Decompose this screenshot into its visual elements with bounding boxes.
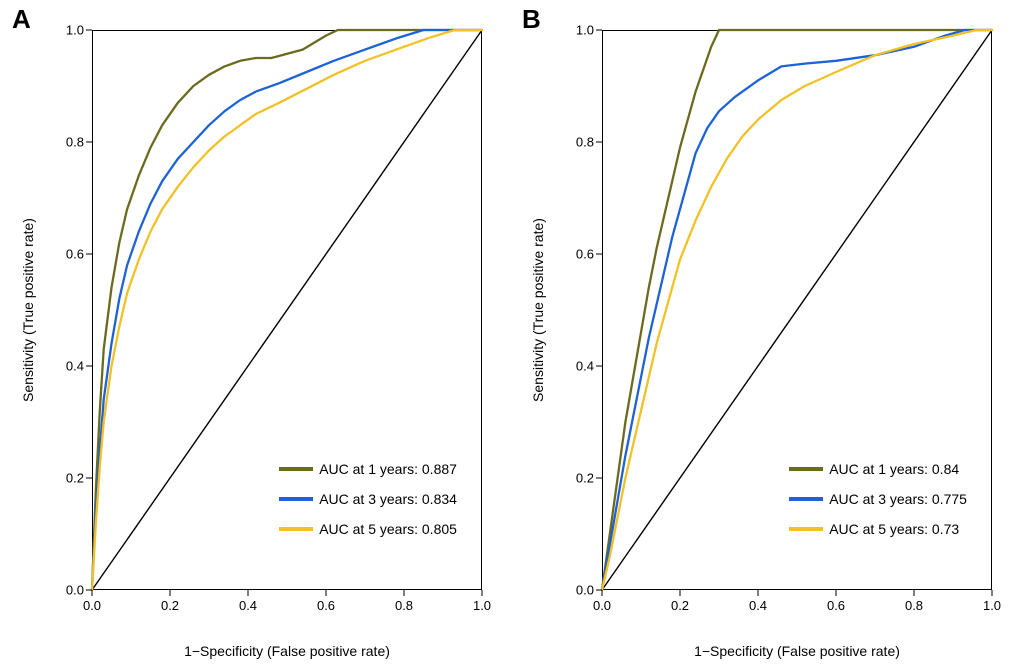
panel-a: A Sensitivity (True positive rate) AUC a… <box>0 0 510 669</box>
x-tick-label: 0.2 <box>671 598 689 613</box>
x-tick-label: 0.0 <box>83 598 101 613</box>
legend-item: AUC at 5 years: 0.73 <box>789 521 967 537</box>
y-tick-label: 1.0 <box>52 23 84 38</box>
y-tick-label: 0.0 <box>562 583 594 598</box>
legend-item: AUC at 1 years: 0.84 <box>789 461 967 477</box>
x-axis-label-a: 1−Specificity (False positive rate) <box>92 643 482 659</box>
x-tick-label: 0.6 <box>827 598 845 613</box>
y-tick-label: 0.6 <box>562 247 594 262</box>
y-tick-label: 1.0 <box>562 23 594 38</box>
x-tick-label: 0.2 <box>161 598 179 613</box>
legend-item: AUC at 3 years: 0.834 <box>279 491 457 507</box>
legend-swatch <box>789 467 823 471</box>
x-tick-label: 0.8 <box>905 598 923 613</box>
y-tick-label: 0.2 <box>52 471 84 486</box>
legend-item: AUC at 1 years: 0.887 <box>279 461 457 477</box>
y-tick-label: 0.4 <box>562 359 594 374</box>
x-axis-label-b: 1−Specificity (False positive rate) <box>602 643 992 659</box>
y-tick-label: 0.8 <box>562 135 594 150</box>
legend-swatch <box>279 527 313 531</box>
y-axis-label-a: Sensitivity (True positive rate) <box>18 30 38 590</box>
legend-swatch <box>279 467 313 471</box>
y-tick-label: 0.8 <box>52 135 84 150</box>
legend-label: AUC at 3 years: 0.775 <box>829 491 967 507</box>
legend-item: AUC at 5 years: 0.805 <box>279 521 457 537</box>
panel-b: B Sensitivity (True positive rate) AUC a… <box>510 0 1020 669</box>
y-axis-label-b: Sensitivity (True positive rate) <box>528 30 548 590</box>
x-tick-label: 1.0 <box>983 598 1001 613</box>
legend-swatch <box>789 497 823 501</box>
x-tick-label: 0.4 <box>749 598 767 613</box>
legend-label: AUC at 3 years: 0.834 <box>319 491 457 507</box>
plot-area-a: AUC at 1 years: 0.887 AUC at 3 years: 0.8… <box>92 30 482 590</box>
legend-swatch <box>789 527 823 531</box>
legend-item: AUC at 3 years: 0.775 <box>789 491 967 507</box>
legend-label: AUC at 1 years: 0.84 <box>829 461 959 477</box>
y-tick-label: 0.0 <box>52 583 84 598</box>
y-tick-label: 0.4 <box>52 359 84 374</box>
legend-label: AUC at 5 years: 0.73 <box>829 521 959 537</box>
x-tick-label: 0.6 <box>317 598 335 613</box>
legend-swatch <box>279 497 313 501</box>
plot-area-b: AUC at 1 years: 0.84 AUC at 3 years: 0.77… <box>602 30 992 590</box>
y-tick-label: 0.6 <box>52 247 84 262</box>
legend-a: AUC at 1 years: 0.887 AUC at 3 years: 0.8… <box>279 461 457 551</box>
x-tick-label: 0.0 <box>593 598 611 613</box>
y-tick-label: 0.2 <box>562 471 594 486</box>
legend-b: AUC at 1 years: 0.84 AUC at 3 years: 0.77… <box>789 461 967 551</box>
legend-label: AUC at 1 years: 0.887 <box>319 461 457 477</box>
x-tick-label: 1.0 <box>473 598 491 613</box>
x-tick-label: 0.4 <box>239 598 257 613</box>
legend-label: AUC at 5 years: 0.805 <box>319 521 457 537</box>
x-tick-label: 0.8 <box>395 598 413 613</box>
